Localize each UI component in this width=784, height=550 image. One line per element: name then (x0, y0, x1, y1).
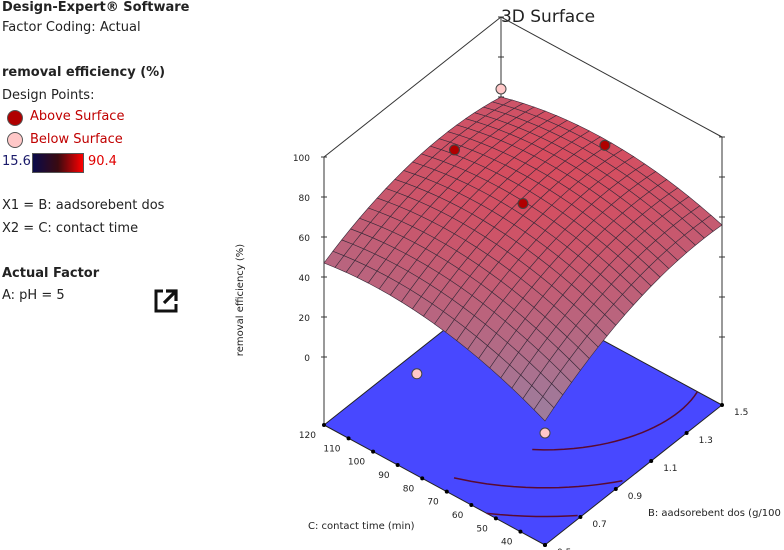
z-tick-label: 100 (293, 154, 310, 164)
floor-contour (486, 512, 578, 518)
software-name: Design-Expert® Software (2, 0, 190, 15)
x-tick-label: 0.7 (592, 520, 606, 530)
y-tick-label: 100 (348, 458, 365, 468)
z-axis-label: removal efficiency (%) (235, 244, 246, 356)
box-edge (323, 16, 502, 158)
y-tick-label: 80 (403, 484, 415, 494)
y-axis-label: C: contact time (min) (308, 521, 415, 532)
x-tick-label: 1.1 (663, 464, 677, 474)
x-tick (543, 543, 547, 547)
y-tick (371, 449, 376, 454)
y-tick (420, 476, 425, 481)
color-scale-bar (32, 153, 84, 173)
z-tick-label: 60 (299, 234, 311, 244)
x2-definition: X2 = C: contact time (2, 221, 139, 236)
x-tick (649, 459, 654, 463)
y-tick-label: 60 (452, 511, 464, 521)
color-min: 15.6 (2, 154, 31, 169)
x-tick (613, 487, 618, 491)
z-tick-label: 20 (299, 314, 311, 324)
x-tick (578, 515, 583, 519)
design-point-above (599, 139, 611, 151)
x-tick-label: 0.9 (628, 492, 643, 502)
below-surface-label: Below Surface (30, 132, 123, 147)
design-point-above (449, 144, 460, 156)
below-surface-marker (7, 132, 23, 148)
z-tick-label: 40 (299, 274, 311, 284)
design-point-below (411, 368, 423, 380)
design-points-label: Design Points: (2, 88, 95, 103)
y-tick (346, 436, 351, 441)
y-tick-label: 50 (476, 524, 488, 534)
z-tick-label: 80 (299, 194, 311, 204)
design-point-below (539, 427, 551, 439)
x1-definition: X1 = B: aadsorebent dos (2, 198, 165, 213)
x-tick-label: 0.5 (557, 548, 571, 550)
design-point-above (495, 83, 507, 95)
surface-cell (533, 396, 555, 422)
response-surface (323, 96, 723, 422)
y-tick-label: 40 (501, 538, 513, 548)
y-tick (322, 423, 326, 427)
above-surface-label: Above Surface (30, 109, 125, 124)
y-tick-label: 70 (427, 498, 439, 508)
external-link-icon[interactable] (153, 288, 179, 314)
y-tick (469, 503, 474, 507)
y-tick (444, 489, 449, 494)
x-tick-label: 1.5 (734, 408, 748, 418)
response-name: removal efficiency (%) (2, 65, 166, 80)
y-tick (395, 463, 400, 467)
ph-value: A: pH = 5 (2, 288, 65, 303)
actual-factor-heading: Actual Factor (2, 266, 100, 281)
chart-title: 3D Surface (501, 7, 595, 27)
box-edge (500, 16, 723, 138)
design-point-above (517, 198, 529, 209)
y-tick-label: 90 (378, 471, 390, 481)
z-tick-label: 0 (304, 354, 310, 364)
y-tick-label: 120 (299, 431, 316, 441)
x-tick (684, 431, 689, 435)
x-axis-label: B: aadsorebent dos (g/100 mL) (648, 508, 784, 519)
above-surface-marker (7, 110, 23, 126)
y-tick-label: 110 (323, 444, 340, 454)
floor-contour (532, 391, 699, 451)
x-tick (720, 403, 724, 407)
color-max: 90.4 (88, 154, 117, 169)
floor-contour (453, 477, 623, 489)
y-tick (518, 529, 523, 534)
y-tick (493, 516, 498, 521)
factor-coding: Factor Coding: Actual (2, 20, 141, 35)
x-tick-label: 1.3 (699, 436, 713, 446)
